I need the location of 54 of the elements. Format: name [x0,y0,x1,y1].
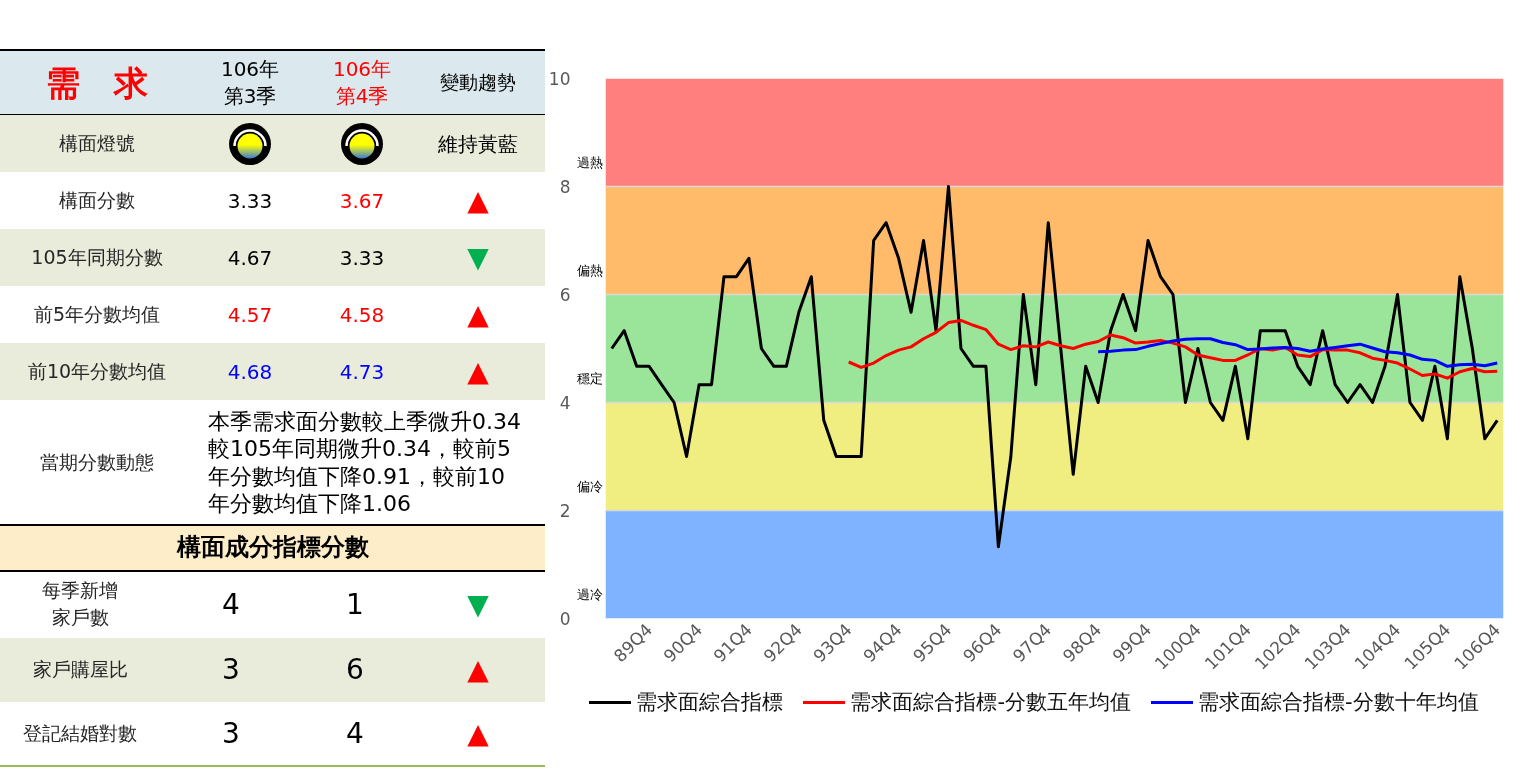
text: ▼ [467,587,489,621]
y-tick-label: 8 [559,177,571,197]
category-label: 前10年分數均值 [27,359,167,382]
line-series [610,185,1499,549]
band-label: 穩定 [576,371,603,387]
text: 4 [222,587,240,621]
line-series [1096,337,1499,368]
text: 4.57 [227,302,273,327]
y-tick-label: 0 [559,609,571,629]
text: 3 [222,652,240,686]
line-series [847,318,1499,380]
category-label: 構面燈號 [59,131,135,154]
category-label: 構面成分指標分數 [176,533,369,562]
legend-label: 需求面綜合指標 [636,690,784,716]
text: 3.33 [339,245,385,270]
category-label: 每季新增家戶數 [42,578,118,629]
text: 1 [346,587,364,621]
band-label: 過冷 [576,587,603,603]
text: 3.67 [339,188,385,213]
text: 4.68 [227,359,273,384]
text: 4 [346,716,364,750]
category-label: 前5年分數均值 [33,302,161,325]
text: 6 [346,652,364,686]
y-tick-label: 10 [548,69,571,89]
category-label: 當期分數動態 [40,450,154,473]
category-label: 106年第3季 [220,56,280,108]
text: 3.33 [227,188,273,213]
text: 3 [222,716,240,750]
category-label: 105年同期分數 [31,245,163,268]
text: 4.67 [227,245,273,270]
y-tick-label: 2 [559,501,571,521]
legend-label: 需求面綜合指標-分數十年均值 [1198,690,1479,716]
text: ▲ [467,297,489,331]
category-label: 106年第4季 [332,56,392,108]
text: 本季需求面分數較上季微升0.34較105年同期微升0.34，較前5年分數均值下降0.91，較前10年分數均值下降1.06 [208,408,521,516]
text: 需 求 [46,62,148,103]
band-label: 偏冷 [576,479,603,495]
y-tick-label: 4 [559,393,571,413]
text: 4.73 [339,359,385,384]
text: ▼ [467,240,489,274]
y-tick-label: 6 [559,285,571,305]
category-label: 登記結婚對數 [23,722,137,745]
band-label: 過熱 [576,155,603,171]
text: ▲ [467,183,489,217]
text: ▲ [467,354,489,388]
text: 4.58 [339,302,385,327]
category-label: 變動趨勢 [440,70,516,93]
text: 維持黃藍 [438,131,518,156]
text: ▲ [467,652,489,686]
legend-label: 需求面綜合指標-分數五年均值 [850,690,1131,716]
band-label: 偏熱 [576,263,603,279]
text: ▲ [467,716,489,750]
category-label: 構面分數 [59,188,135,211]
category-label: 家戶購屋比 [32,658,128,681]
